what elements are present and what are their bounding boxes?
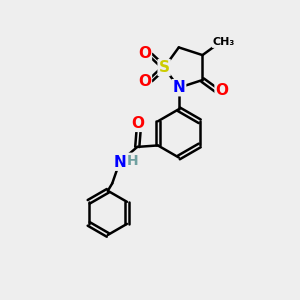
Text: O: O	[138, 74, 151, 89]
Text: O: O	[138, 46, 151, 61]
Text: O: O	[132, 116, 145, 131]
Text: N: N	[113, 155, 126, 170]
Text: O: O	[216, 83, 229, 98]
Text: S: S	[159, 60, 170, 75]
Text: N: N	[172, 80, 185, 95]
Text: CH₃: CH₃	[213, 37, 235, 47]
Text: H: H	[127, 154, 139, 168]
